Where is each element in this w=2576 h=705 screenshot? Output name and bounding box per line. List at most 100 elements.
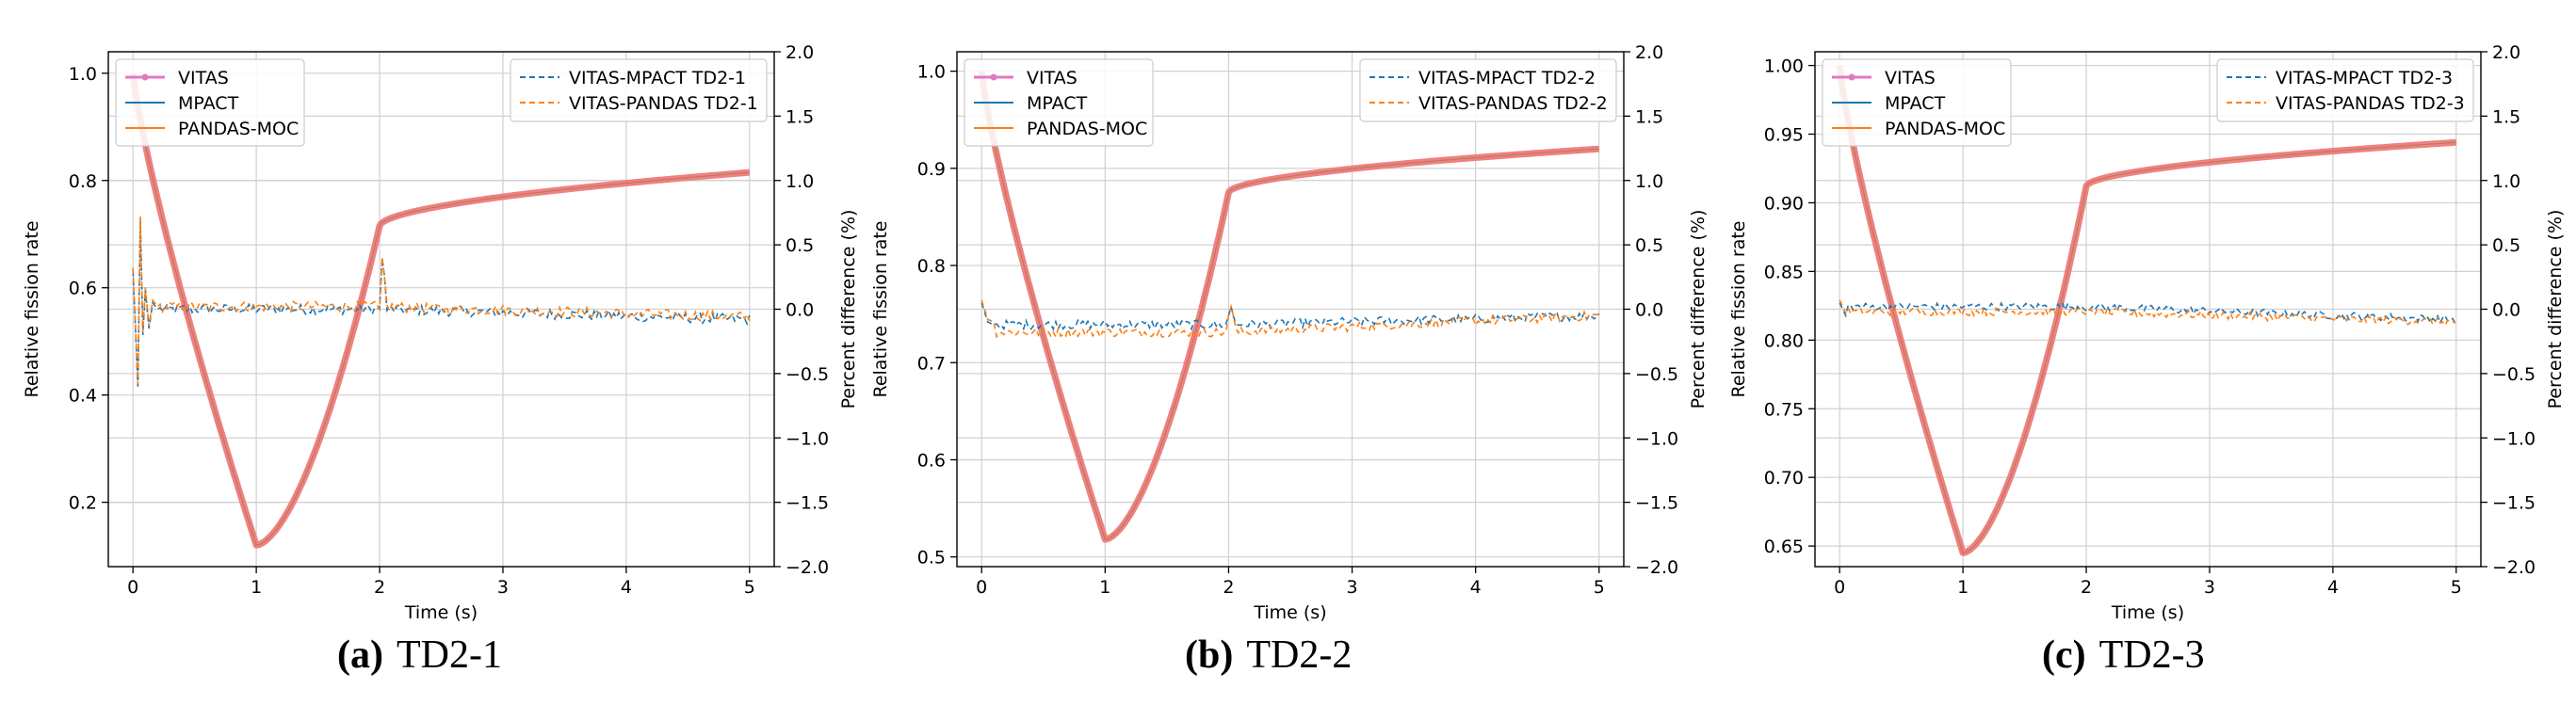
y2-tick-label: −1.5 (786, 493, 829, 514)
legend-label: MPACT (1885, 93, 1946, 114)
caption-c-label: (c) (2042, 633, 2086, 677)
y2-tick-label: 0.0 (786, 300, 814, 321)
y2-tick-label: −1.5 (2492, 493, 2535, 514)
y-tick-label: 0.80 (1764, 330, 1804, 351)
x-tick-label: 1 (1957, 577, 1968, 598)
legend-label: VITAS-PANDAS TD2-2 (1418, 93, 1608, 114)
y-tick-label: 0.5 (917, 548, 946, 569)
series-vitas-mpact-diff-line (980, 302, 1600, 331)
y-axis-label: Relative fission rate (22, 220, 42, 397)
x-tick-label: 3 (1347, 577, 1358, 598)
x-tick-label: 1 (1099, 577, 1110, 598)
x-tick-label: 4 (1470, 577, 1482, 598)
x-tick-label: 1 (251, 577, 262, 598)
x-tick-label: 3 (497, 577, 509, 598)
legend-right-box (510, 58, 768, 122)
y-tick-label: 0.7 (917, 353, 946, 374)
caption-c-text: TD2-3 (2098, 633, 2205, 677)
y-axis-label: Relative fission rate (870, 220, 891, 397)
y2-tick-label: −1.0 (2492, 428, 2535, 449)
caption-b: (b) TD2-2 (1185, 633, 1352, 678)
y2-tick-label: 0.5 (1635, 235, 1663, 256)
y2-tick-label: −2.0 (1635, 557, 1678, 578)
y-tick-label: 0.6 (917, 450, 946, 471)
caption-a-label: (a) (337, 633, 383, 677)
x-tick-label: 3 (2204, 577, 2215, 598)
series-vitas-pandas-diff-line (1839, 299, 2456, 327)
legend-marker (990, 73, 997, 81)
legend-label: VITAS-MPACT TD2-1 (569, 68, 746, 88)
y2-tick-label: −2.0 (2492, 557, 2535, 578)
y-tick-label: 0.90 (1764, 193, 1804, 214)
y-tick-label: 0.70 (1764, 468, 1804, 489)
series-vitas-mpact-diff-line (1839, 301, 2456, 325)
series-vitas-pandas-diff-line (132, 216, 751, 384)
legend-right-box (1359, 58, 1617, 122)
y-tick-label: 0.9 (917, 159, 946, 180)
series-mpact-line (1839, 65, 2456, 553)
legend-right: VITAS-MPACT TD2-1 VITAS-PANDAS TD2-1 (510, 58, 768, 122)
y-axis-label: Relative fission rate (1728, 220, 1749, 397)
legend-left: VITAS MPACT PANDAS-MOC (964, 58, 1154, 147)
legend-label: VITAS-MPACT TD2-3 (2276, 68, 2453, 88)
y2-axis-label: Percent difference (%) (838, 210, 859, 409)
chart-panel-1: 0 1 2 3 4 5 0.2 0.4 0.6 0.8 1.0 −2.0 −1.5 −1.0 −0.5 0.0… (22, 42, 859, 621)
series-vitas-pandas-diff-line (980, 299, 1600, 339)
legend-label: MPACT (178, 93, 239, 114)
y2-tick-label: 1.5 (1635, 106, 1663, 127)
y2-tick-label: 1.0 (2492, 171, 2520, 192)
y2-tick-label: −0.5 (2492, 364, 2535, 385)
legend-marker (141, 73, 149, 81)
legend-label: PANDAS-MOC (1885, 119, 2005, 139)
legend-left: VITAS MPACT PANDAS-MOC (115, 58, 305, 147)
legend-left-box (964, 58, 1154, 147)
caption-c: (c) TD2-3 (2042, 633, 2205, 678)
x-axis-label: Time (s) (2111, 602, 2184, 621)
x-axis-label: Time (s) (404, 602, 478, 621)
legend-label: VITAS (1027, 68, 1077, 88)
y2-tick-label: 1.0 (786, 171, 814, 192)
caption-b-label: (b) (1185, 633, 1234, 677)
figure: 0 1 2 3 4 5 0.2 0.4 0.6 0.8 1.0 −2.0 −1.5 −1.0 −0.5 0.0… (22, 42, 2566, 621)
x-tick-label: 0 (127, 577, 138, 598)
legend-left: VITAS MPACT PANDAS-MOC (1822, 58, 2012, 147)
y2-tick-label: 0.0 (1635, 300, 1663, 321)
legend-left-box (1822, 58, 2012, 147)
legend-label: VITAS-PANDAS TD2-3 (2276, 93, 2465, 114)
y-tick-label: 0.8 (917, 256, 946, 277)
y-tick-label: 0.65 (1764, 537, 1804, 557)
caption-b-text: TD2-2 (1246, 633, 1353, 677)
chart-panel-3: 0 1 2 3 4 5 0.65 0.70 0.75 0.80 0.85 0.90 0.95 1.00 −2… (1728, 42, 2566, 621)
chart-panel-2: 0 1 2 3 4 5 0.5 0.6 0.7 0.8 0.9 1.0 −2.0 −1.5 −1.0 −0.5… (870, 42, 1709, 621)
y-tick-label: 1.0 (917, 62, 946, 83)
legend-label: VITAS-PANDAS TD2-1 (569, 93, 758, 114)
y2-tick-label: −1.5 (1635, 493, 1678, 514)
x-tick-label: 2 (2081, 577, 2092, 598)
legend-right: VITAS-MPACT TD2-2 VITAS-PANDAS TD2-2 (1359, 58, 1617, 122)
y-tick-label: 1.00 (1764, 56, 1804, 77)
caption-a-text: TD2-1 (396, 633, 502, 677)
y-tick-label: 0.75 (1764, 399, 1804, 420)
series-pandas-moc-line (132, 72, 750, 546)
y2-tick-label: −0.5 (1635, 364, 1678, 385)
x-tick-label: 5 (2451, 577, 2462, 598)
series-vitas-mpact-diff-line (132, 218, 751, 387)
y2-tick-label: −1.0 (1635, 428, 1678, 449)
series-mpact-line (980, 71, 1599, 540)
y2-axis-label: Percent difference (%) (1688, 210, 1709, 409)
x-tick-label: 5 (744, 577, 755, 598)
y2-tick-label: 0.0 (2492, 300, 2520, 321)
legend-label: PANDAS-MOC (178, 119, 299, 139)
y2-tick-label: 1.5 (2492, 106, 2520, 127)
series-mpact-line (132, 72, 750, 546)
y2-tick-label: 2.0 (1635, 42, 1663, 63)
legend-label: VITAS-MPACT TD2-2 (1418, 68, 1596, 88)
y2-axis-label: Percent difference (%) (2545, 210, 2566, 409)
y-tick-label: 0.95 (1764, 125, 1804, 146)
caption-a: (a) TD2-1 (337, 633, 502, 678)
y2-tick-label: 2.0 (786, 42, 814, 63)
legend-label: PANDAS-MOC (1027, 119, 1147, 139)
y2-tick-label: 0.5 (2492, 235, 2520, 256)
y2-tick-label: −2.0 (786, 557, 829, 578)
y-tick-label: 0.8 (69, 171, 97, 192)
